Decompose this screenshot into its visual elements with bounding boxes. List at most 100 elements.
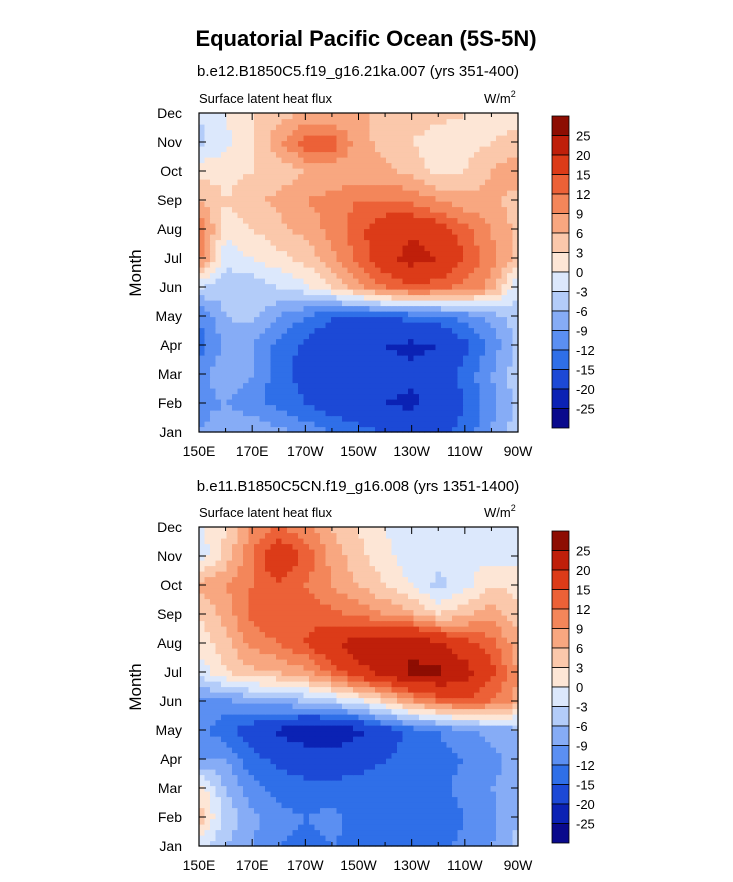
- contour-cell: [413, 714, 420, 721]
- contour-cell: [397, 179, 404, 186]
- contour-cell: [353, 289, 360, 296]
- contour-cell: [336, 769, 343, 776]
- contour-cell: [276, 124, 283, 131]
- contour-cell: [380, 250, 387, 257]
- contour-cell: [226, 703, 233, 710]
- contour-cell: [204, 725, 211, 732]
- contour-cell: [391, 410, 398, 417]
- contour-cell: [287, 234, 294, 241]
- contour-cell: [408, 807, 415, 814]
- contour-cell: [353, 283, 360, 290]
- contour-cell: [452, 151, 459, 158]
- contour-cell: [446, 752, 453, 759]
- contour-cell: [353, 140, 360, 147]
- contour-cell: [287, 206, 294, 213]
- contour-cell: [380, 736, 387, 743]
- contour-cell: [320, 338, 327, 345]
- contour-cell: [408, 338, 415, 345]
- contour-cell: [265, 791, 272, 798]
- contour-cell: [468, 714, 475, 721]
- contour-cell: [479, 730, 486, 737]
- contour-cell: [320, 719, 327, 726]
- contour-cell: [358, 344, 365, 351]
- contour-cell: [314, 708, 321, 715]
- contour-cell: [248, 124, 255, 131]
- contour-cell: [287, 730, 294, 737]
- contour-cell: [435, 272, 442, 279]
- contour-cell: [259, 228, 266, 235]
- contour-cell: [325, 157, 332, 164]
- contour-cell: [232, 725, 239, 732]
- contour-cell: [479, 421, 486, 428]
- contour-cell: [292, 217, 299, 224]
- contour-cell: [303, 813, 310, 820]
- contour-cell: [210, 785, 217, 792]
- contour-cell: [485, 201, 492, 208]
- contour-cell: [347, 719, 354, 726]
- contour-cell: [430, 168, 437, 175]
- contour-cell: [446, 404, 453, 411]
- contour-cell: [441, 769, 448, 776]
- contour-cell: [408, 780, 415, 787]
- contour-cell: [463, 267, 470, 274]
- contour-cell: [287, 719, 294, 726]
- contour-cell: [259, 201, 266, 208]
- contour-cell: [463, 173, 470, 180]
- contour-cell: [468, 371, 475, 378]
- contour-cell: [287, 212, 294, 219]
- contour-cell: [457, 217, 464, 224]
- contour-cell: [309, 366, 316, 373]
- contour-cell: [435, 256, 442, 263]
- contour-cell: [226, 371, 233, 378]
- contour-cell: [380, 388, 387, 395]
- contour-cell: [441, 135, 448, 142]
- contour-cell: [402, 426, 409, 433]
- contour-cell: [507, 360, 514, 367]
- contour-cell: [336, 741, 343, 748]
- contour-cell: [375, 835, 382, 842]
- contour-cell: [408, 719, 415, 726]
- contour-cell: [265, 124, 272, 131]
- contour-cell: [287, 840, 294, 847]
- contour-cell: [419, 730, 426, 737]
- contour-cell: [298, 118, 305, 125]
- contour-cell: [452, 758, 459, 765]
- contour-cell: [270, 157, 277, 164]
- contour-cell: [347, 371, 354, 378]
- contour-cell: [314, 344, 321, 351]
- contour-cell: [303, 802, 310, 809]
- contour-cell: [314, 179, 321, 186]
- contour-cell: [325, 388, 332, 395]
- contour-cell: [276, 774, 283, 781]
- contour-cell: [419, 322, 426, 329]
- contour-cell: [237, 162, 244, 169]
- contour-cell: [336, 813, 343, 820]
- contour-cell: [457, 415, 464, 422]
- contour-cell: [474, 300, 481, 307]
- contour-cell: [413, 316, 420, 323]
- contour-cell: [243, 747, 250, 754]
- contour-cell: [507, 201, 514, 208]
- contour-cell: [457, 829, 464, 836]
- contour-cell: [413, 146, 420, 153]
- contour-cell: [314, 146, 321, 153]
- contour-cell: [199, 780, 206, 787]
- contour-cell: [226, 140, 233, 147]
- contour-cell: [320, 146, 327, 153]
- contour-cell: [303, 289, 310, 296]
- contour-cell: [468, 377, 475, 384]
- contour-cell: [342, 360, 349, 367]
- contour-cell: [446, 151, 453, 158]
- contour-cell: [424, 404, 431, 411]
- contour-cell: [199, 272, 206, 279]
- contour-cell: [507, 140, 514, 147]
- y-tick-label: Apr: [160, 337, 182, 353]
- contour-cell: [408, 708, 415, 715]
- colorbar-label: 12: [576, 187, 590, 202]
- contour-cell: [479, 129, 486, 136]
- contour-cell: [199, 294, 206, 301]
- contour-cell: [380, 278, 387, 285]
- contour-cell: [474, 763, 481, 770]
- contour-cell: [375, 322, 382, 329]
- contour-cell: [435, 289, 442, 296]
